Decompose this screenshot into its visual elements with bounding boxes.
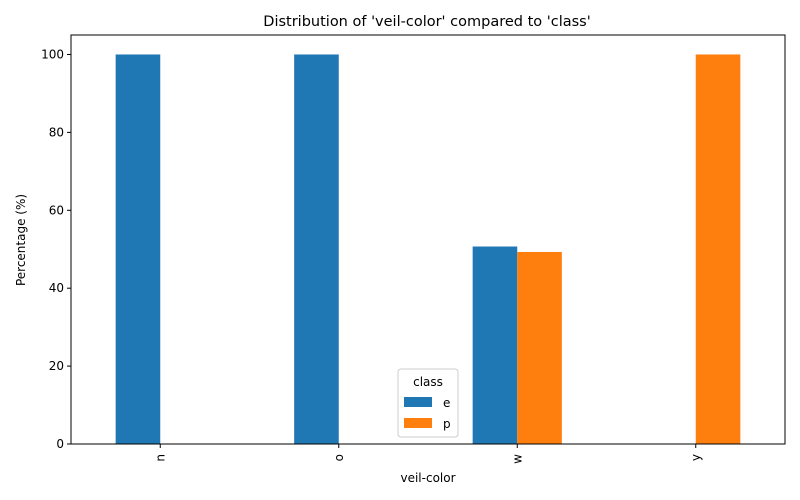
legend-swatch-e: [404, 397, 432, 407]
y-tick-label: 0: [56, 437, 64, 451]
legend-entries: ep: [404, 396, 451, 431]
legend: class ep: [397, 368, 459, 438]
y-tick-label: 80: [49, 125, 64, 139]
y-tick-label: 40: [49, 281, 64, 295]
chart-title: Distribution of 'veil-color' compared to…: [263, 14, 590, 30]
bars-group: [115, 54, 741, 444]
y-tick-label: 60: [49, 203, 64, 217]
y-axis-ticks: 0 20 40 60 80 100: [41, 47, 71, 451]
y-axis-label: Percentage (%): [14, 194, 28, 286]
y-tick-label: 20: [49, 359, 64, 373]
x-axis-label: veil-color: [400, 471, 455, 485]
bar-p-w: [517, 251, 562, 444]
bar-p-y: [695, 54, 741, 444]
legend-swatch-p: [404, 418, 432, 428]
legend-label-p: p: [443, 417, 451, 431]
x-tick-label-y: y: [689, 454, 703, 461]
y-tick-label: 100: [41, 47, 64, 61]
x-tick-label-w: w: [510, 454, 524, 464]
bar-e-n: [115, 54, 161, 444]
bar-e-o: [294, 54, 339, 444]
plot-frame: [70, 34, 786, 445]
legend-title: class: [413, 375, 443, 389]
x-tick-label-o: o: [332, 454, 346, 461]
bar-e-w: [472, 246, 518, 444]
legend-label-e: e: [443, 396, 450, 410]
x-tick-label-n: n: [153, 454, 167, 462]
